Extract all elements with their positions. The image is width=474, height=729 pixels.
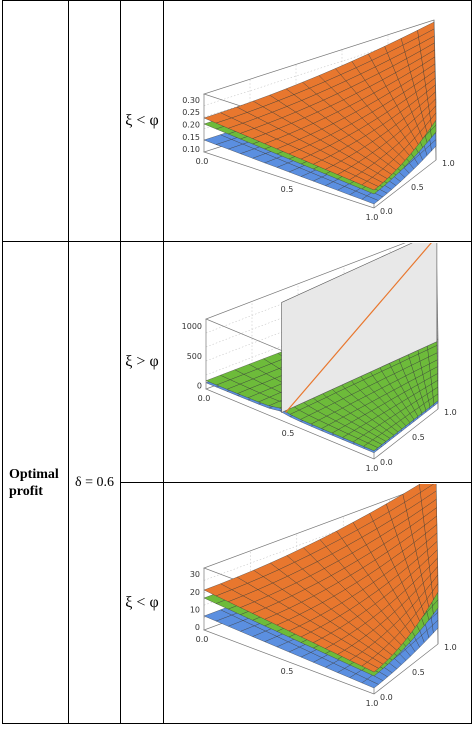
y-tick-label: 0.5 bbox=[412, 668, 425, 677]
z-tick-label: 0 bbox=[195, 622, 200, 631]
surface-orange bbox=[203, 483, 439, 672]
surface-plot-1: 0.30 0.25 0.20 0.15 0.10 0.0 0.5 1.0 1.0 0.5 0.0 bbox=[182, 19, 455, 222]
z-tick-label: 0.15 bbox=[182, 132, 200, 141]
plot-cell: 1000 500 0 0.0 0.5 1.0 1.0 0.5 0.0 bbox=[163, 241, 472, 483]
x-tick-label: 0.0 bbox=[196, 635, 209, 644]
delta-label: δ = 0.6 bbox=[75, 474, 114, 490]
condition-cell: ξ < φ bbox=[120, 482, 164, 724]
row-label-line2: profit bbox=[9, 483, 43, 499]
x-tick-label: 1.0 bbox=[366, 699, 379, 708]
y-tick-label: 0.5 bbox=[412, 433, 425, 442]
y-tick-label: 0.0 bbox=[380, 458, 393, 467]
spike-ridge bbox=[281, 242, 438, 413]
y-tick-label: 1.0 bbox=[444, 643, 457, 652]
surface-plot-3: 30 20 10 0 0.0 0.5 1.0 1.0 0.5 0.0 bbox=[190, 483, 457, 708]
surface-orange bbox=[203, 21, 437, 190]
empty-cell bbox=[68, 0, 121, 242]
y-tick-label: 0.5 bbox=[411, 183, 424, 192]
x-tick-label: 1.0 bbox=[366, 213, 379, 222]
z-tick-label: 0.20 bbox=[182, 120, 200, 129]
condition-label: ξ < φ bbox=[125, 594, 159, 611]
param-cell: δ = 0.6 bbox=[68, 241, 121, 724]
z-tick-label: 20 bbox=[190, 587, 200, 596]
surface-plot-2: 1000 500 0 0.0 0.5 1.0 1.0 0.5 0.0 bbox=[182, 242, 457, 473]
condition-cell: ξ < φ bbox=[120, 0, 164, 242]
condition-label: ξ > φ bbox=[125, 353, 159, 370]
row-label-cell: Optimal profit bbox=[2, 241, 69, 724]
row-label-line1: Optimal bbox=[9, 466, 59, 482]
plot-cell: 30 20 10 0 0.0 0.5 1.0 1.0 0.5 0.0 bbox=[163, 482, 472, 724]
x-tick-label: 0.5 bbox=[281, 185, 294, 194]
condition-label: ξ < φ bbox=[125, 112, 159, 129]
x-tick-label: 0.5 bbox=[282, 429, 295, 438]
x-tick-label: 1.0 bbox=[366, 464, 379, 473]
z-tick-label: 10 bbox=[190, 605, 200, 614]
condition-cell: ξ > φ bbox=[120, 241, 164, 483]
x-tick-label: 0.5 bbox=[281, 667, 294, 676]
z-tick-label: 1000 bbox=[182, 322, 202, 331]
empty-cell bbox=[2, 0, 69, 242]
axis-ticks: 30 20 10 0 0.0 0.5 1.0 1.0 0.5 0.0 bbox=[190, 570, 457, 708]
z-tick-label: 0.10 bbox=[182, 145, 200, 154]
x-tick-label: 0.0 bbox=[196, 157, 209, 166]
plot-cell: 0.30 0.25 0.20 0.15 0.10 0.0 0.5 1.0 1.0 0.5 0.0 bbox=[163, 0, 472, 242]
z-tick-label: 500 bbox=[187, 351, 202, 360]
z-tick-label: 0.30 bbox=[182, 95, 200, 104]
x-tick-label: 0.0 bbox=[198, 394, 211, 403]
z-tick-label: 0 bbox=[197, 381, 202, 390]
y-tick-label: 0.0 bbox=[380, 207, 393, 216]
axis-ticks: 0.30 0.25 0.20 0.15 0.10 0.0 0.5 1.0 1.0 0.5 0.0 bbox=[182, 95, 455, 221]
y-tick-label: 0.0 bbox=[380, 693, 393, 702]
table-row: ξ < φ 30 20 10 0 0.0 0.5 1.0 1.0 0.5 0.0 bbox=[3, 482, 472, 724]
z-tick-label: 0.25 bbox=[182, 108, 200, 117]
z-tick-label: 30 bbox=[190, 570, 200, 579]
y-tick-label: 1.0 bbox=[442, 159, 455, 168]
table-row: ξ < φ 0.30 0.25 0.20 0.15 0.10 0.0 0.5 1.0 1.0 0.… bbox=[2, 0, 472, 242]
y-tick-label: 1.0 bbox=[444, 408, 457, 417]
table-row: Optimal profit δ = 0.6 ξ > φ 1000 500 0 0.0… bbox=[2, 241, 472, 724]
axis-ticks: 1000 500 0 0.0 0.5 1.0 1.0 0.5 0.0 bbox=[182, 322, 457, 473]
